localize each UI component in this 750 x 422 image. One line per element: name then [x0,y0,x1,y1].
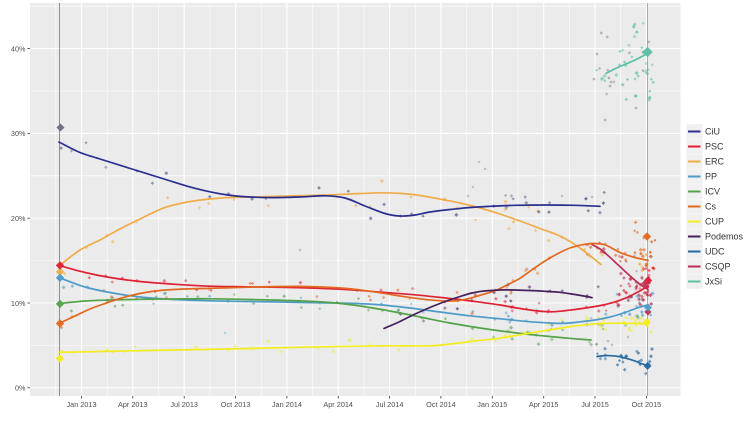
svg-text:Oct 2013: Oct 2013 [221,400,251,409]
svg-text:CiU: CiU [705,127,720,137]
svg-text:Oct 2014: Oct 2014 [426,400,456,409]
svg-text:UDC: UDC [705,247,725,257]
svg-text:Jan 2014: Jan 2014 [272,400,302,409]
svg-text:Apr 2014: Apr 2014 [323,400,353,409]
svg-text:30%: 30% [11,129,26,138]
svg-text:10%: 10% [11,299,26,308]
svg-text:PP: PP [705,172,717,182]
svg-text:JxSi: JxSi [705,277,722,287]
svg-text:CUP: CUP [705,217,724,227]
svg-text:Cs: Cs [705,202,716,212]
svg-text:CSQP: CSQP [705,262,731,272]
svg-text:ICV: ICV [705,187,720,197]
svg-text:Podemos: Podemos [705,232,744,242]
svg-text:Jul 2013: Jul 2013 [170,400,198,409]
svg-text:ERC: ERC [705,157,725,167]
svg-text:Apr 2015: Apr 2015 [529,400,559,409]
svg-text:Jul 2015: Jul 2015 [581,400,609,409]
svg-text:40%: 40% [11,44,26,53]
svg-text:20%: 20% [11,214,26,223]
svg-text:Jan 2015: Jan 2015 [477,400,507,409]
svg-text:Jan 2013: Jan 2013 [66,400,96,409]
svg-text:Apr 2013: Apr 2013 [118,400,148,409]
svg-text:Oct 2015: Oct 2015 [632,400,662,409]
svg-text:PSC: PSC [705,142,724,152]
svg-text:Jul 2014: Jul 2014 [376,400,404,409]
svg-text:0%: 0% [15,384,26,393]
